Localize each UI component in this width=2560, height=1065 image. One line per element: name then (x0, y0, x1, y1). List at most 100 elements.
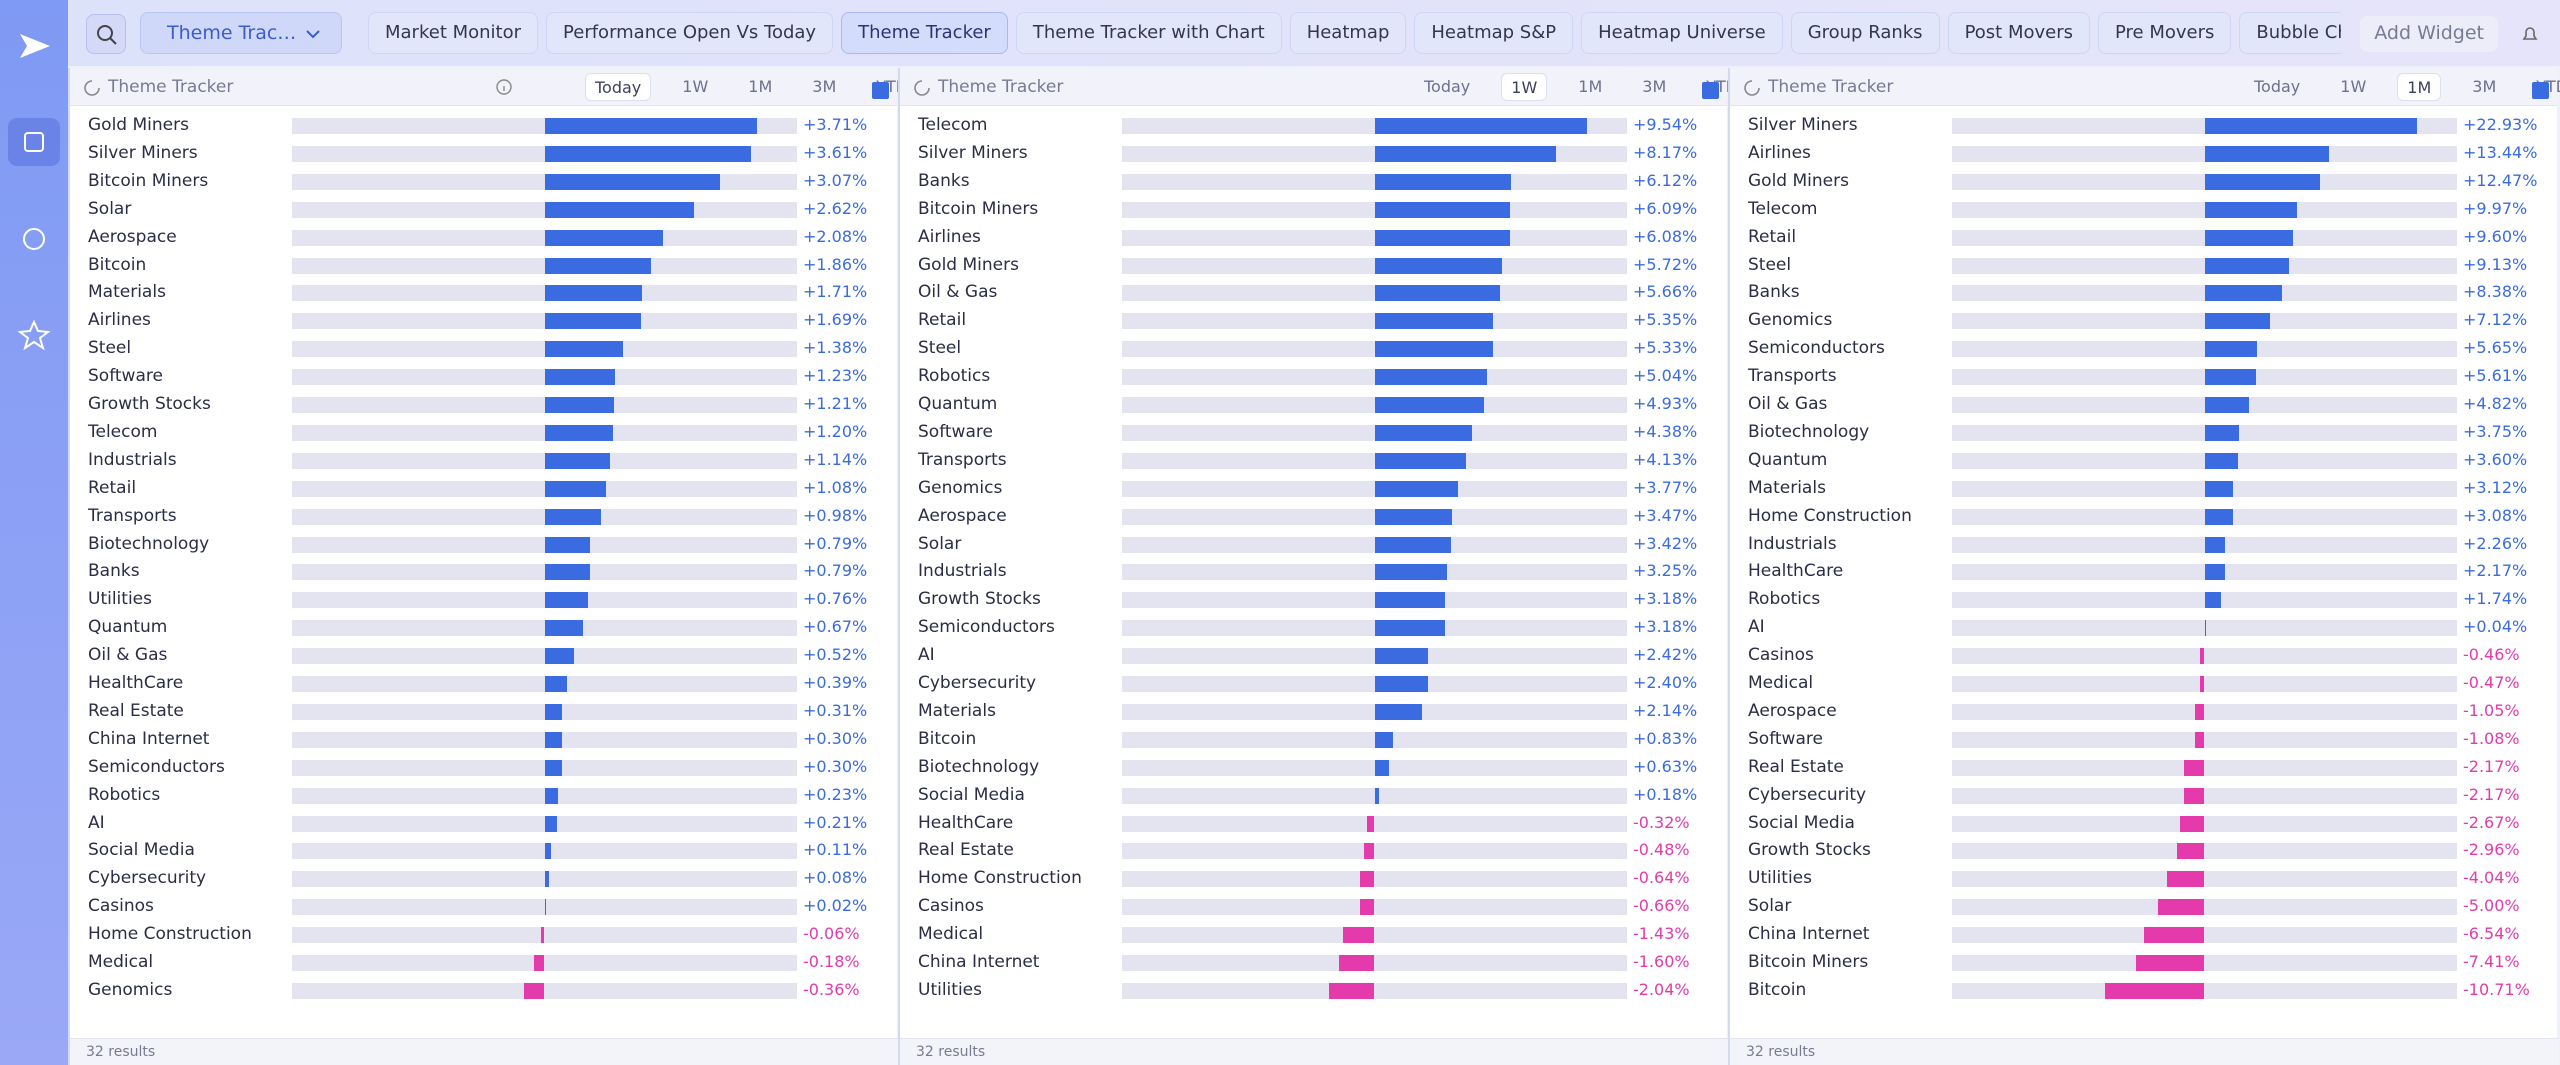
theme-name: Semiconductors (1748, 338, 1885, 359)
theme-name: Cybersecurity (918, 673, 1037, 693)
nav-active[interactable] (8, 118, 60, 166)
tab[interactable]: Heatmap S&P (1414, 12, 1574, 54)
add-widget-button[interactable]: Add Widget (2360, 16, 2498, 52)
value-label: +8.17% (1633, 142, 1698, 162)
value-label: +3.12% (2463, 477, 2528, 497)
theme-row: Robotics +1.74% (1730, 586, 2559, 614)
value-label: +7.12% (2463, 310, 2528, 330)
theme-name: Airlines (88, 310, 151, 331)
value-label: -0.36% (803, 979, 860, 999)
bar (2167, 871, 2205, 888)
value-label: +1.23% (803, 366, 868, 386)
period-button[interactable]: 1M (2397, 73, 2442, 101)
search-button[interactable] (86, 14, 126, 54)
period-button[interactable]: 1M (1578, 77, 1603, 96)
value-label: +0.79% (803, 561, 868, 581)
tab[interactable]: Market Monitor (368, 12, 539, 54)
bar-track (292, 927, 797, 944)
bar (544, 341, 624, 358)
bar (2204, 285, 2282, 302)
bar (544, 871, 550, 888)
theme-row: Gold Miners +5.72% (900, 252, 1729, 280)
tab[interactable]: Theme Tracker with Chart (1015, 12, 1282, 54)
period-button[interactable]: Today (2254, 77, 2301, 96)
value-label: +5.61% (2463, 366, 2528, 386)
period-button[interactable]: Today (1424, 77, 1471, 96)
theme-row: Solar +3.42% (900, 531, 1729, 559)
tab[interactable]: Performance Open Vs Today (546, 12, 834, 54)
bar (1374, 787, 1379, 804)
theme-row: Software +1.23% (70, 363, 899, 391)
bar (544, 508, 601, 525)
theme-row: Growth Stocks +1.21% (70, 391, 899, 419)
theme-row: Real Estate -0.48% (900, 837, 1729, 865)
bar-track (1952, 982, 2457, 999)
logo (20, 34, 50, 58)
theme-row: Silver Miners +22.93% (1730, 112, 2559, 140)
bar-track (1952, 815, 2457, 832)
theme-name: Retail (88, 477, 137, 498)
nav-icon[interactable] (17, 319, 51, 351)
refresh-icon[interactable] (912, 78, 932, 98)
theme-name: Biotechnology (88, 533, 210, 554)
theme-name: AI (1748, 617, 1765, 638)
refresh-icon[interactable] (1742, 78, 1762, 98)
settings-button[interactable] (1702, 82, 1719, 99)
tab[interactable]: Heatmap (1289, 12, 1407, 54)
nav-icon[interactable] (23, 228, 45, 250)
nav-icon[interactable] (24, 132, 44, 152)
theme-name: Solar (1748, 896, 1792, 917)
period-button[interactable]: 3M (812, 77, 837, 96)
value-label: +3.18% (1633, 589, 1698, 609)
theme-name: HealthCare (1748, 561, 1844, 582)
settings-button[interactable] (2532, 82, 2549, 99)
period-button[interactable]: 3M (2472, 77, 2497, 96)
bar-track (1952, 787, 2457, 804)
results-count: 32 results (70, 1038, 899, 1065)
tab[interactable]: Theme Tracker (841, 12, 1008, 54)
theme-row: Retail +5.35% (900, 307, 1729, 335)
theme-row: Casinos -0.66% (900, 893, 1729, 921)
theme-row: Industrials +2.26% (1730, 531, 2559, 559)
period-button[interactable]: 1W (2340, 77, 2367, 96)
theme-row: HealthCare -0.32% (900, 810, 1729, 838)
period-button[interactable]: 1W (682, 77, 709, 96)
period-button[interactable]: 1M (748, 77, 773, 96)
bar-track (292, 955, 797, 971)
value-label: +1.21% (803, 394, 868, 413)
results-count: 32 results (1730, 1038, 2559, 1065)
tab[interactable]: Heatmap Universe (1581, 12, 1783, 54)
info-icon[interactable] (495, 78, 513, 96)
theme-name: Semiconductors (918, 617, 1055, 638)
bar (544, 648, 575, 665)
theme-name: Steel (918, 338, 962, 359)
tab[interactable]: Bubble Charts (2239, 12, 2341, 54)
tab[interactable]: Post Movers (1947, 12, 2090, 54)
period-button[interactable]: 3M (1642, 77, 1667, 96)
bar (1374, 118, 1587, 134)
bar (1374, 145, 1557, 162)
bar (534, 955, 545, 971)
theme-name: Bitcoin (918, 728, 977, 749)
period-button[interactable]: Today (585, 73, 652, 101)
settings-button[interactable] (872, 82, 889, 99)
theme-name: Semiconductors (88, 756, 225, 777)
value-label: +8.38% (2463, 282, 2528, 302)
tab[interactable]: Pre Movers (2098, 12, 2232, 54)
refresh-icon[interactable] (82, 78, 102, 98)
theme-row: Quantum +3.60% (1730, 447, 2559, 475)
theme-name: Growth Stocks (1748, 840, 1871, 861)
bar (544, 676, 567, 692)
tab[interactable]: Group Ranks (1790, 12, 1940, 54)
theme-name: Bitcoin Miners (88, 170, 209, 191)
period-button[interactable]: 1W (1501, 73, 1548, 101)
theme-row: Telecom +9.54% (900, 112, 1729, 140)
layout-dropdown[interactable]: Theme Trac… (140, 12, 342, 54)
theme-name: Banks (88, 561, 140, 582)
notification-icon[interactable] (2518, 22, 2542, 46)
bar (1338, 955, 1375, 971)
theme-name: Oil & Gas (88, 645, 168, 666)
bar (1374, 592, 1446, 609)
bar (544, 424, 614, 441)
bar (2179, 815, 2205, 832)
